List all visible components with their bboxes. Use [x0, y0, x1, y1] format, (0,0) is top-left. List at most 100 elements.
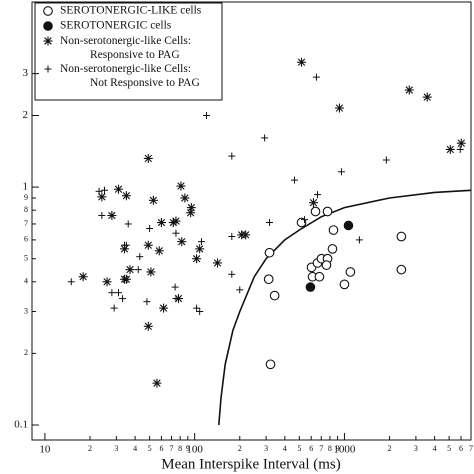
data-point: [237, 230, 247, 240]
data-point: [337, 168, 345, 176]
data-point: [228, 270, 236, 278]
data-point: [265, 359, 276, 370]
data-point: [78, 272, 88, 282]
marker-shape: [339, 279, 350, 290]
legend-marker: [43, 21, 53, 31]
data-point: [290, 176, 298, 184]
data-point: [172, 229, 180, 237]
data-point: [119, 295, 127, 303]
marker-shape: [343, 220, 354, 231]
data-point: [264, 247, 275, 258]
legend-label-line: Not Responsive to PAG: [90, 77, 200, 89]
data-point: [143, 153, 153, 163]
marker-shape: [446, 145, 454, 154]
data-point: [101, 186, 109, 194]
data-point: [261, 134, 269, 142]
data-point: [125, 265, 135, 275]
data-point: [308, 198, 318, 208]
data-point: [154, 246, 164, 256]
data-point: [136, 253, 144, 261]
data-point: [228, 233, 236, 241]
marker-shape: [296, 217, 307, 228]
data-point: [148, 195, 158, 205]
x-tick-label: 6: [159, 444, 163, 453]
x-tick-label: 7: [469, 444, 473, 453]
data-point: [269, 290, 280, 301]
marker-shape: [172, 217, 180, 225]
marker-shape: [178, 237, 186, 246]
y-tick-label: 0.1: [14, 419, 28, 431]
marker-shape: [98, 193, 106, 201]
data-point: [152, 378, 162, 388]
marker-shape: [122, 192, 131, 200]
marker-shape: [345, 267, 356, 277]
marker-shape: [328, 225, 339, 235]
data-point: [314, 191, 322, 199]
marker-shape: [186, 209, 195, 217]
model-curve: [218, 189, 472, 426]
data-point: [236, 286, 244, 294]
data-point: [192, 254, 202, 264]
data-point: [396, 231, 407, 242]
data-point: [327, 244, 338, 254]
legend-label-line: Responsive to PAG: [90, 49, 180, 61]
x-tick-label: 2: [388, 444, 392, 453]
data-point: [297, 57, 307, 67]
marker-shape: [396, 264, 407, 275]
x-tick-label: 9: [336, 444, 340, 453]
marker-shape: [43, 6, 53, 16]
data-point: [212, 258, 222, 268]
marker-shape: [327, 244, 338, 254]
marker-shape: [103, 278, 111, 286]
legend-label: SEROTONERGIC cells: [60, 20, 172, 32]
data-point: [180, 193, 190, 203]
x-tick-label: 100: [186, 444, 203, 456]
data-point: [321, 260, 332, 270]
marker-shape: [335, 104, 344, 112]
data-point: [456, 145, 464, 153]
data-point: [143, 240, 153, 250]
x-tick-label: 5: [297, 444, 301, 453]
y-tick-label: 5: [24, 254, 28, 263]
y-tick-label: 2: [24, 348, 28, 357]
x-tick-label: 6: [309, 444, 313, 453]
marker-shape: [305, 282, 316, 292]
marker-shape: [396, 231, 407, 242]
x-tick-label: 8: [328, 444, 332, 453]
plot-frame: [31, 1, 472, 441]
data-point: [355, 236, 363, 244]
marker-shape: [144, 322, 152, 330]
x-tick-label: 1000: [333, 444, 356, 456]
y-tick-label: 1: [23, 181, 29, 193]
x-tick-label: 3: [114, 444, 118, 453]
data-point: [171, 216, 181, 226]
x-tick-label: 5: [447, 444, 451, 453]
data-point: [143, 298, 151, 306]
data-point: [97, 192, 107, 202]
marker-shape: [159, 304, 168, 312]
data-point: [67, 278, 75, 286]
marker-shape: [309, 199, 318, 207]
data-point: [203, 112, 211, 120]
x-tick-label: 2: [238, 444, 242, 453]
marker-shape: [144, 241, 152, 249]
marker-shape: [114, 185, 123, 193]
data-point: [310, 206, 321, 217]
data-point: [186, 208, 196, 218]
data-point: [108, 289, 116, 297]
y-tick-label: 6: [24, 235, 28, 244]
x-tick-label: 2: [88, 444, 92, 453]
x-tick-label: 6: [459, 444, 463, 453]
marker-shape: [269, 290, 280, 301]
legend-marker: [43, 6, 53, 16]
data-point: [314, 271, 325, 282]
data-point: [305, 282, 316, 292]
marker-shape: [79, 273, 87, 281]
y-tick-label: 3: [23, 67, 29, 79]
data-point: [322, 206, 333, 217]
y-tick-label: 9: [24, 193, 28, 202]
y-tick-label: 8: [24, 205, 28, 214]
data-point: [107, 210, 117, 220]
data-point: [124, 220, 132, 228]
